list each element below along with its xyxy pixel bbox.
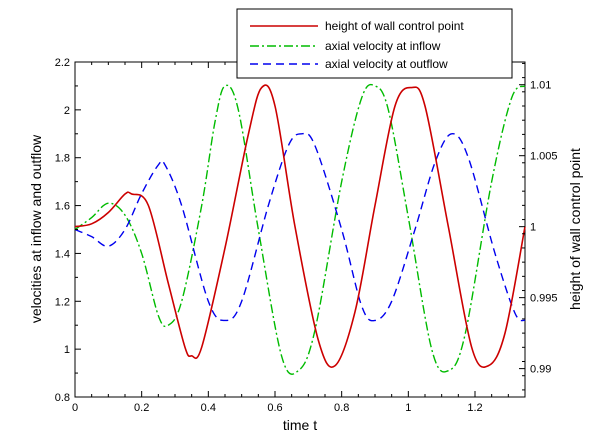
y-left-tick-label: 1.2 [55,296,70,308]
x-tick-label: 0.6 [267,402,282,414]
legend-label-outflow: axial velocity at outflow [325,57,448,71]
legend: height of wall control point axial veloc… [236,8,513,79]
y-left-tick-label: 0.8 [55,392,70,404]
y-left-tick-label: 1 [64,344,70,356]
x-tick-label: 1.2 [467,402,482,414]
y-axis-title-left: velocities at inflow and outflow [28,134,44,323]
y-left-tick-label: 1.6 [55,201,70,213]
y-left-tick-label: 2.2 [55,57,70,69]
legend-label-inflow: axial velocity at inflow [325,39,441,53]
y-left-tick-label: 1.4 [55,248,70,260]
series-line-2 [74,132,526,322]
series-line-0 [74,84,526,368]
y-left-tick-label: 1.8 [55,153,70,165]
x-tick-label: 0.2 [134,402,149,414]
plot-frame [74,61,526,398]
y-right-tick-label: 1.005 [530,151,558,163]
x-tick-label: 0.8 [334,402,349,414]
series-lines [74,83,526,375]
y-right-tick-label: 0.995 [530,293,558,305]
x-tick-label: 0 [72,402,78,414]
x-tick-label: 1 [405,402,411,414]
y-right-tick-label: 0.99 [530,364,551,376]
legend-label-height: height of wall control point [325,19,464,33]
legend-box [236,8,513,79]
series-line-1 [74,83,526,375]
y-left-tick-label: 2 [64,105,70,117]
y-axis-title-right: height of wall control point [567,148,583,310]
y-right-tick-label: 1 [530,222,536,234]
x-tick-label: 0.4 [201,402,216,414]
x-axis-title: time t [283,417,317,433]
axis-ticks: 0 0.2 0.4 0.6 0.8 1 1.2 0.8 1 1.2 1.4 1.6 1.8 2 2.2 0.9… [55,57,558,414]
y-right-tick-label: 1.01 [530,80,551,92]
